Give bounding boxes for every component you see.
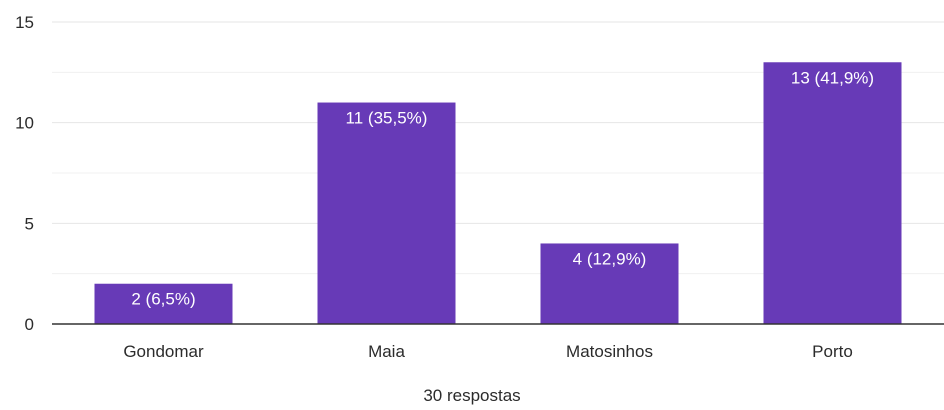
bar-maia[interactable] [317,102,456,325]
y-tick-label: 10 [15,114,34,133]
x-tick-label: Gondomar [123,342,204,361]
x-tick-label: Matosinhos [566,342,653,361]
bar-data-label: 4 (12,9%) [573,249,647,268]
bar-data-label: 2 (6,5%) [131,290,195,309]
y-tick-label: 5 [25,214,34,233]
responses-count: 30 respostas [423,386,521,405]
y-tick-label: 15 [15,13,34,32]
x-tick-label: Porto [812,342,853,361]
bar-porto[interactable] [763,62,902,325]
y-tick-label: 0 [25,315,34,334]
bar-data-label: 13 (41,9%) [791,68,874,87]
x-tick-label: Maia [368,342,405,361]
axes: 0 5 10 15 Gondomar Maia Matosinhos Porto [15,13,944,361]
bar-data-label: 11 (35,5%) [346,109,428,128]
bar-gondomar[interactable] [94,283,233,324]
bars: 2 (6,5%) 11 (35,5%) 4 (12,9%) 13 (41,9%) [94,62,902,325]
bar-matosinhos[interactable] [540,243,679,324]
